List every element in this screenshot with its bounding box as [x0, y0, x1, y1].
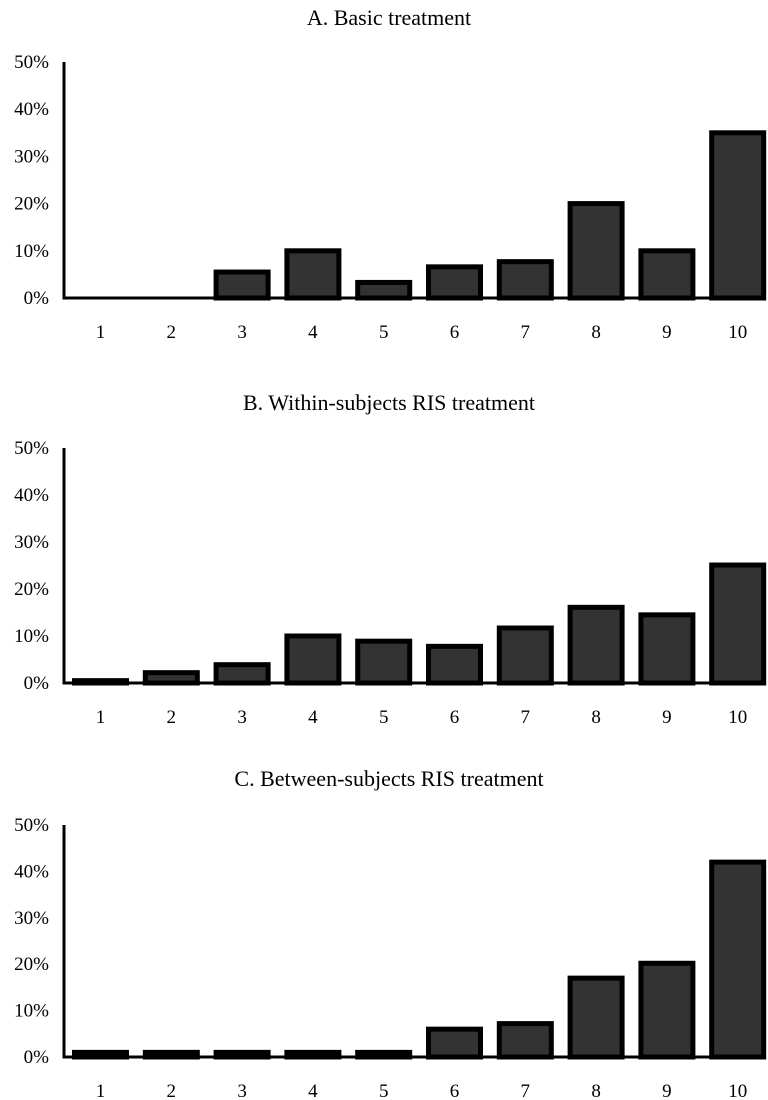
- panel-a-x-tick-label: 5: [379, 322, 389, 343]
- panel-c-bars: [72, 859, 767, 1060]
- panel-a-y-tick-label: 10%: [14, 241, 49, 262]
- panel-a-y-tick-label: 40%: [14, 99, 49, 120]
- panel-c-y-tick-label: 10%: [14, 1001, 49, 1022]
- panel-c-x-tick-label: 1: [96, 1081, 106, 1100]
- panel-a-bar-8: [567, 201, 625, 301]
- panel-a-x-tick-label: 8: [591, 322, 601, 343]
- panel-c-x-tick-label: 3: [237, 1081, 247, 1100]
- panel-b-y-tick-label: 40%: [14, 485, 49, 506]
- panel-a-x-tick-label: 3: [237, 322, 247, 343]
- panel-a-bar-9: [638, 248, 696, 301]
- panel-b-bar-7: [496, 625, 554, 686]
- panel-a-bars: [213, 130, 767, 301]
- panel-b-x-tick-label: 8: [591, 707, 601, 728]
- panel-c-y-tick-labels: 0% 10% 20% 30% 40% 50%: [14, 815, 49, 1068]
- panel-c-bar-7: [496, 1021, 554, 1060]
- panel-b-title: B. Within-subjects RIS treatment: [243, 390, 535, 415]
- panel-a-x-tick-label: 10: [728, 322, 747, 343]
- panel-b-bar-9: [638, 612, 696, 686]
- panel-b-bar-4: [284, 633, 342, 686]
- panel-c-title: C. Between-subjects RIS treatment: [234, 766, 543, 791]
- panel-b-x-tick-label: 4: [308, 707, 318, 728]
- panel-a-x-tick-labels: 1 2 3 4 5 6 7 8 9 10: [96, 322, 747, 343]
- panel-b-bar-6: [426, 643, 483, 686]
- panel-c-x-tick-label: 4: [308, 1081, 318, 1100]
- panel-c-x-tick-labels: 1 2 3 4 5 6 7 8 9 10: [96, 1081, 747, 1100]
- panel-a-bar-7: [496, 259, 554, 301]
- panel-b-y-tick-label: 30%: [14, 532, 49, 553]
- panel-a-y-tick-label: 20%: [14, 194, 49, 215]
- panel-a-x-tick-label: 7: [521, 322, 531, 343]
- panel-a-bar-5: [355, 279, 413, 301]
- panel-b-y-tick-label: 0%: [24, 673, 50, 694]
- panel-b-x-tick-label: 10: [728, 707, 747, 728]
- panel-a-y-tick-labels: 0% 10% 20% 30% 40% 50%: [14, 52, 49, 309]
- panel-b-x-tick-label: 2: [167, 707, 177, 728]
- panel-a-x-tick-label: 2: [167, 322, 177, 343]
- panel-c-x-tick-label: 9: [662, 1081, 672, 1100]
- panel-c-x-tick-label: 7: [521, 1081, 531, 1100]
- panel-b-x-tick-labels: 1 2 3 4 5 6 7 8 9 10: [96, 707, 747, 728]
- panel-a-bar-3: [213, 269, 271, 301]
- panel-a: A. Basic treatment 0% 10% 20% 30% 40% 50% 1 2 3…: [14, 5, 767, 343]
- panel-b-y-tick-label: 10%: [14, 626, 49, 647]
- panel-b-bars: [72, 562, 767, 686]
- panel-c-x-tick-label: 8: [591, 1081, 601, 1100]
- panel-a-x-tick-label: 4: [308, 322, 318, 343]
- panel-a-title: A. Basic treatment: [307, 5, 471, 30]
- panel-c-y-tick-label: 50%: [14, 815, 49, 836]
- panel-a-y-tick-label: 0%: [24, 288, 50, 309]
- panel-b-y-tick-label: 20%: [14, 579, 49, 600]
- panel-c-y-tick-label: 0%: [24, 1047, 50, 1068]
- panel-b-bar-10: [709, 562, 767, 686]
- panel-c-x-tick-label: 10: [728, 1081, 747, 1100]
- panel-a-bar-4: [284, 248, 342, 301]
- panel-a-x-tick-label: 1: [96, 322, 106, 343]
- panel-b-x-tick-label: 3: [237, 707, 247, 728]
- panel-c: C. Between-subjects RIS treatment 0% 10% 2…: [14, 766, 767, 1100]
- panel-c-bar-9: [638, 960, 696, 1060]
- panel-a-axes: [62, 62, 766, 300]
- panel-c-x-tick-label: 6: [450, 1081, 460, 1100]
- panel-c-axes: [62, 825, 766, 1059]
- panel-c-x-tick-label: 5: [379, 1081, 389, 1100]
- panel-b-bar-5: [355, 638, 413, 686]
- panel-b-x-tick-label: 5: [379, 707, 389, 728]
- panel-c-bar-8: [567, 975, 625, 1060]
- panel-a-bar-10: [709, 130, 767, 301]
- panel-b-x-tick-label: 9: [662, 707, 672, 728]
- panel-b-y-tick-label: 50%: [14, 438, 49, 459]
- panel-a-y-tick-label: 30%: [14, 146, 49, 167]
- panel-b-bar-3: [213, 662, 271, 686]
- panel-b-x-tick-label: 7: [521, 707, 531, 728]
- panel-a-y-tick-label: 50%: [14, 52, 49, 73]
- panel-c-y-tick-label: 20%: [14, 954, 49, 975]
- panel-a-x-tick-label: 9: [662, 322, 672, 343]
- panel-b-axes: [62, 448, 766, 685]
- panel-c-y-tick-label: 40%: [14, 861, 49, 882]
- panel-c-bar-10: [709, 859, 767, 1060]
- panel-b-x-tick-label: 6: [450, 707, 460, 728]
- panel-a-bar-6: [426, 264, 483, 301]
- panel-b: B. Within-subjects RIS treatment 0%10%20…: [14, 390, 767, 728]
- panel-c-y-tick-label: 30%: [14, 908, 49, 929]
- panel-b-x-tick-label: 1: [96, 707, 106, 728]
- panel-b-bar-2: [142, 670, 200, 686]
- panel-b-y-tick-labels: 0% 10% 20% 30% 40% 50%: [14, 438, 49, 694]
- panel-c-bar-6: [426, 1026, 483, 1060]
- panel-c-x-tick-label: 2: [167, 1081, 177, 1100]
- panel-b-bar-8: [567, 604, 625, 686]
- panel-a-x-tick-label: 6: [450, 322, 460, 343]
